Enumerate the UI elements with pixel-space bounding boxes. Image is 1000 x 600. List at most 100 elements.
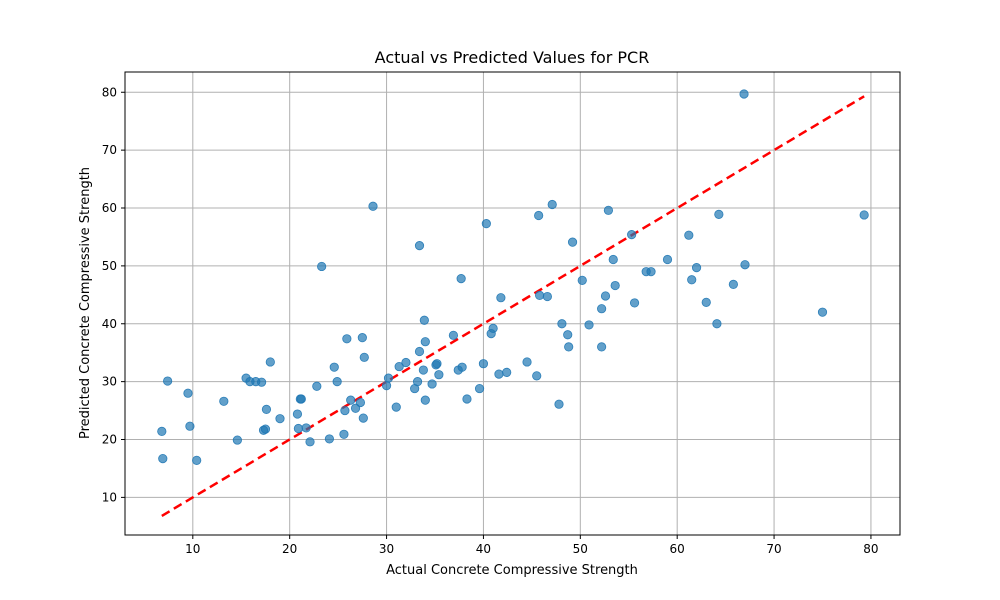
data-point	[219, 396, 229, 406]
data-points	[157, 89, 869, 465]
axis-ticks: 10 20 30 40 50 60 70 80 10 20 30 40 50 60 70 80	[102, 85, 879, 556]
data-point	[381, 381, 392, 391]
data-point	[275, 414, 285, 424]
plot-frame	[124, 71, 901, 536]
data-point	[412, 377, 423, 387]
y-tick-label: 70	[102, 143, 117, 157]
data-point	[739, 89, 749, 99]
data-point	[420, 337, 430, 347]
data-point	[712, 319, 722, 329]
data-point	[600, 291, 611, 301]
data-point	[340, 405, 350, 416]
data-point	[701, 297, 711, 307]
y-tick-label: 20	[102, 433, 117, 447]
data-point	[474, 383, 485, 394]
data-point	[542, 291, 552, 302]
x-tick-label: 10	[185, 542, 200, 556]
data-point	[584, 320, 594, 330]
data-point	[488, 323, 498, 333]
data-point	[339, 429, 349, 439]
data-point	[358, 413, 368, 423]
data-point	[859, 210, 869, 220]
data-point	[391, 402, 401, 412]
data-point	[629, 298, 640, 308]
data-point	[564, 342, 574, 352]
data-point	[329, 362, 339, 372]
data-point	[183, 388, 193, 398]
data-point	[608, 254, 618, 265]
data-point	[534, 210, 544, 221]
data-point	[502, 367, 512, 377]
data-point	[414, 346, 425, 357]
data-point	[457, 362, 467, 372]
data-point	[610, 280, 620, 291]
data-point	[394, 361, 404, 372]
data-point	[265, 357, 275, 367]
data-point	[597, 342, 607, 352]
data-point	[535, 290, 545, 300]
data-point	[342, 334, 352, 344]
data-point	[603, 205, 614, 215]
data-point	[305, 437, 315, 447]
x-axis-label: Actual Concrete Compressive Strength	[386, 563, 638, 578]
chart-title: Actual vs Predicted Values for PCR	[375, 48, 650, 67]
data-point	[557, 319, 567, 329]
data-point	[434, 370, 444, 380]
x-tick-label: 50	[573, 542, 588, 556]
data-point	[563, 330, 573, 340]
x-tick-label: 70	[766, 542, 781, 556]
data-point	[185, 421, 195, 431]
x-tick-label: 60	[670, 542, 685, 556]
data-point	[494, 369, 504, 379]
data-point	[522, 357, 532, 367]
data-point	[332, 377, 342, 387]
data-point	[359, 352, 369, 362]
y-axis-label: Predicted Concrete Compressive Strength	[78, 167, 93, 439]
y-tick-label: 60	[102, 201, 117, 215]
data-point	[383, 373, 394, 383]
data-point	[232, 435, 242, 445]
y-tick-label: 10	[102, 490, 117, 504]
data-point	[420, 395, 430, 405]
data-point	[192, 455, 202, 465]
data-point	[577, 275, 587, 285]
data-point	[296, 394, 306, 404]
x-tick-label: 80	[863, 542, 878, 556]
data-point	[462, 394, 472, 404]
data-point	[317, 261, 327, 272]
data-point	[414, 241, 425, 251]
data-point	[684, 230, 694, 240]
x-tick-label: 20	[282, 542, 297, 556]
reference-line-layer	[161, 95, 865, 517]
x-tick-label: 40	[476, 542, 491, 556]
data-point	[418, 365, 428, 375]
data-point	[478, 359, 489, 369]
data-point	[427, 379, 437, 389]
data-point	[646, 267, 656, 277]
y-tick-label: 40	[102, 317, 117, 331]
data-point	[292, 409, 303, 419]
data-point	[312, 381, 322, 391]
data-point	[687, 275, 697, 285]
data-point	[547, 199, 557, 210]
data-point	[419, 315, 429, 325]
data-point	[163, 376, 173, 386]
data-point	[456, 274, 466, 284]
y-tick-label: 30	[102, 375, 117, 389]
data-point	[357, 333, 367, 343]
y-tick-label: 50	[102, 259, 117, 273]
data-point	[368, 201, 378, 211]
data-point	[293, 423, 304, 434]
y-tick-label: 80	[102, 85, 117, 99]
x-tick-label: 30	[379, 542, 394, 556]
data-point	[554, 399, 564, 409]
data-point	[401, 357, 411, 368]
data-point	[432, 359, 442, 369]
data-point	[448, 330, 459, 340]
data-point	[256, 377, 267, 387]
data-point	[355, 397, 366, 408]
data-point	[261, 404, 272, 415]
data-point	[481, 219, 491, 229]
data-point	[627, 230, 637, 240]
